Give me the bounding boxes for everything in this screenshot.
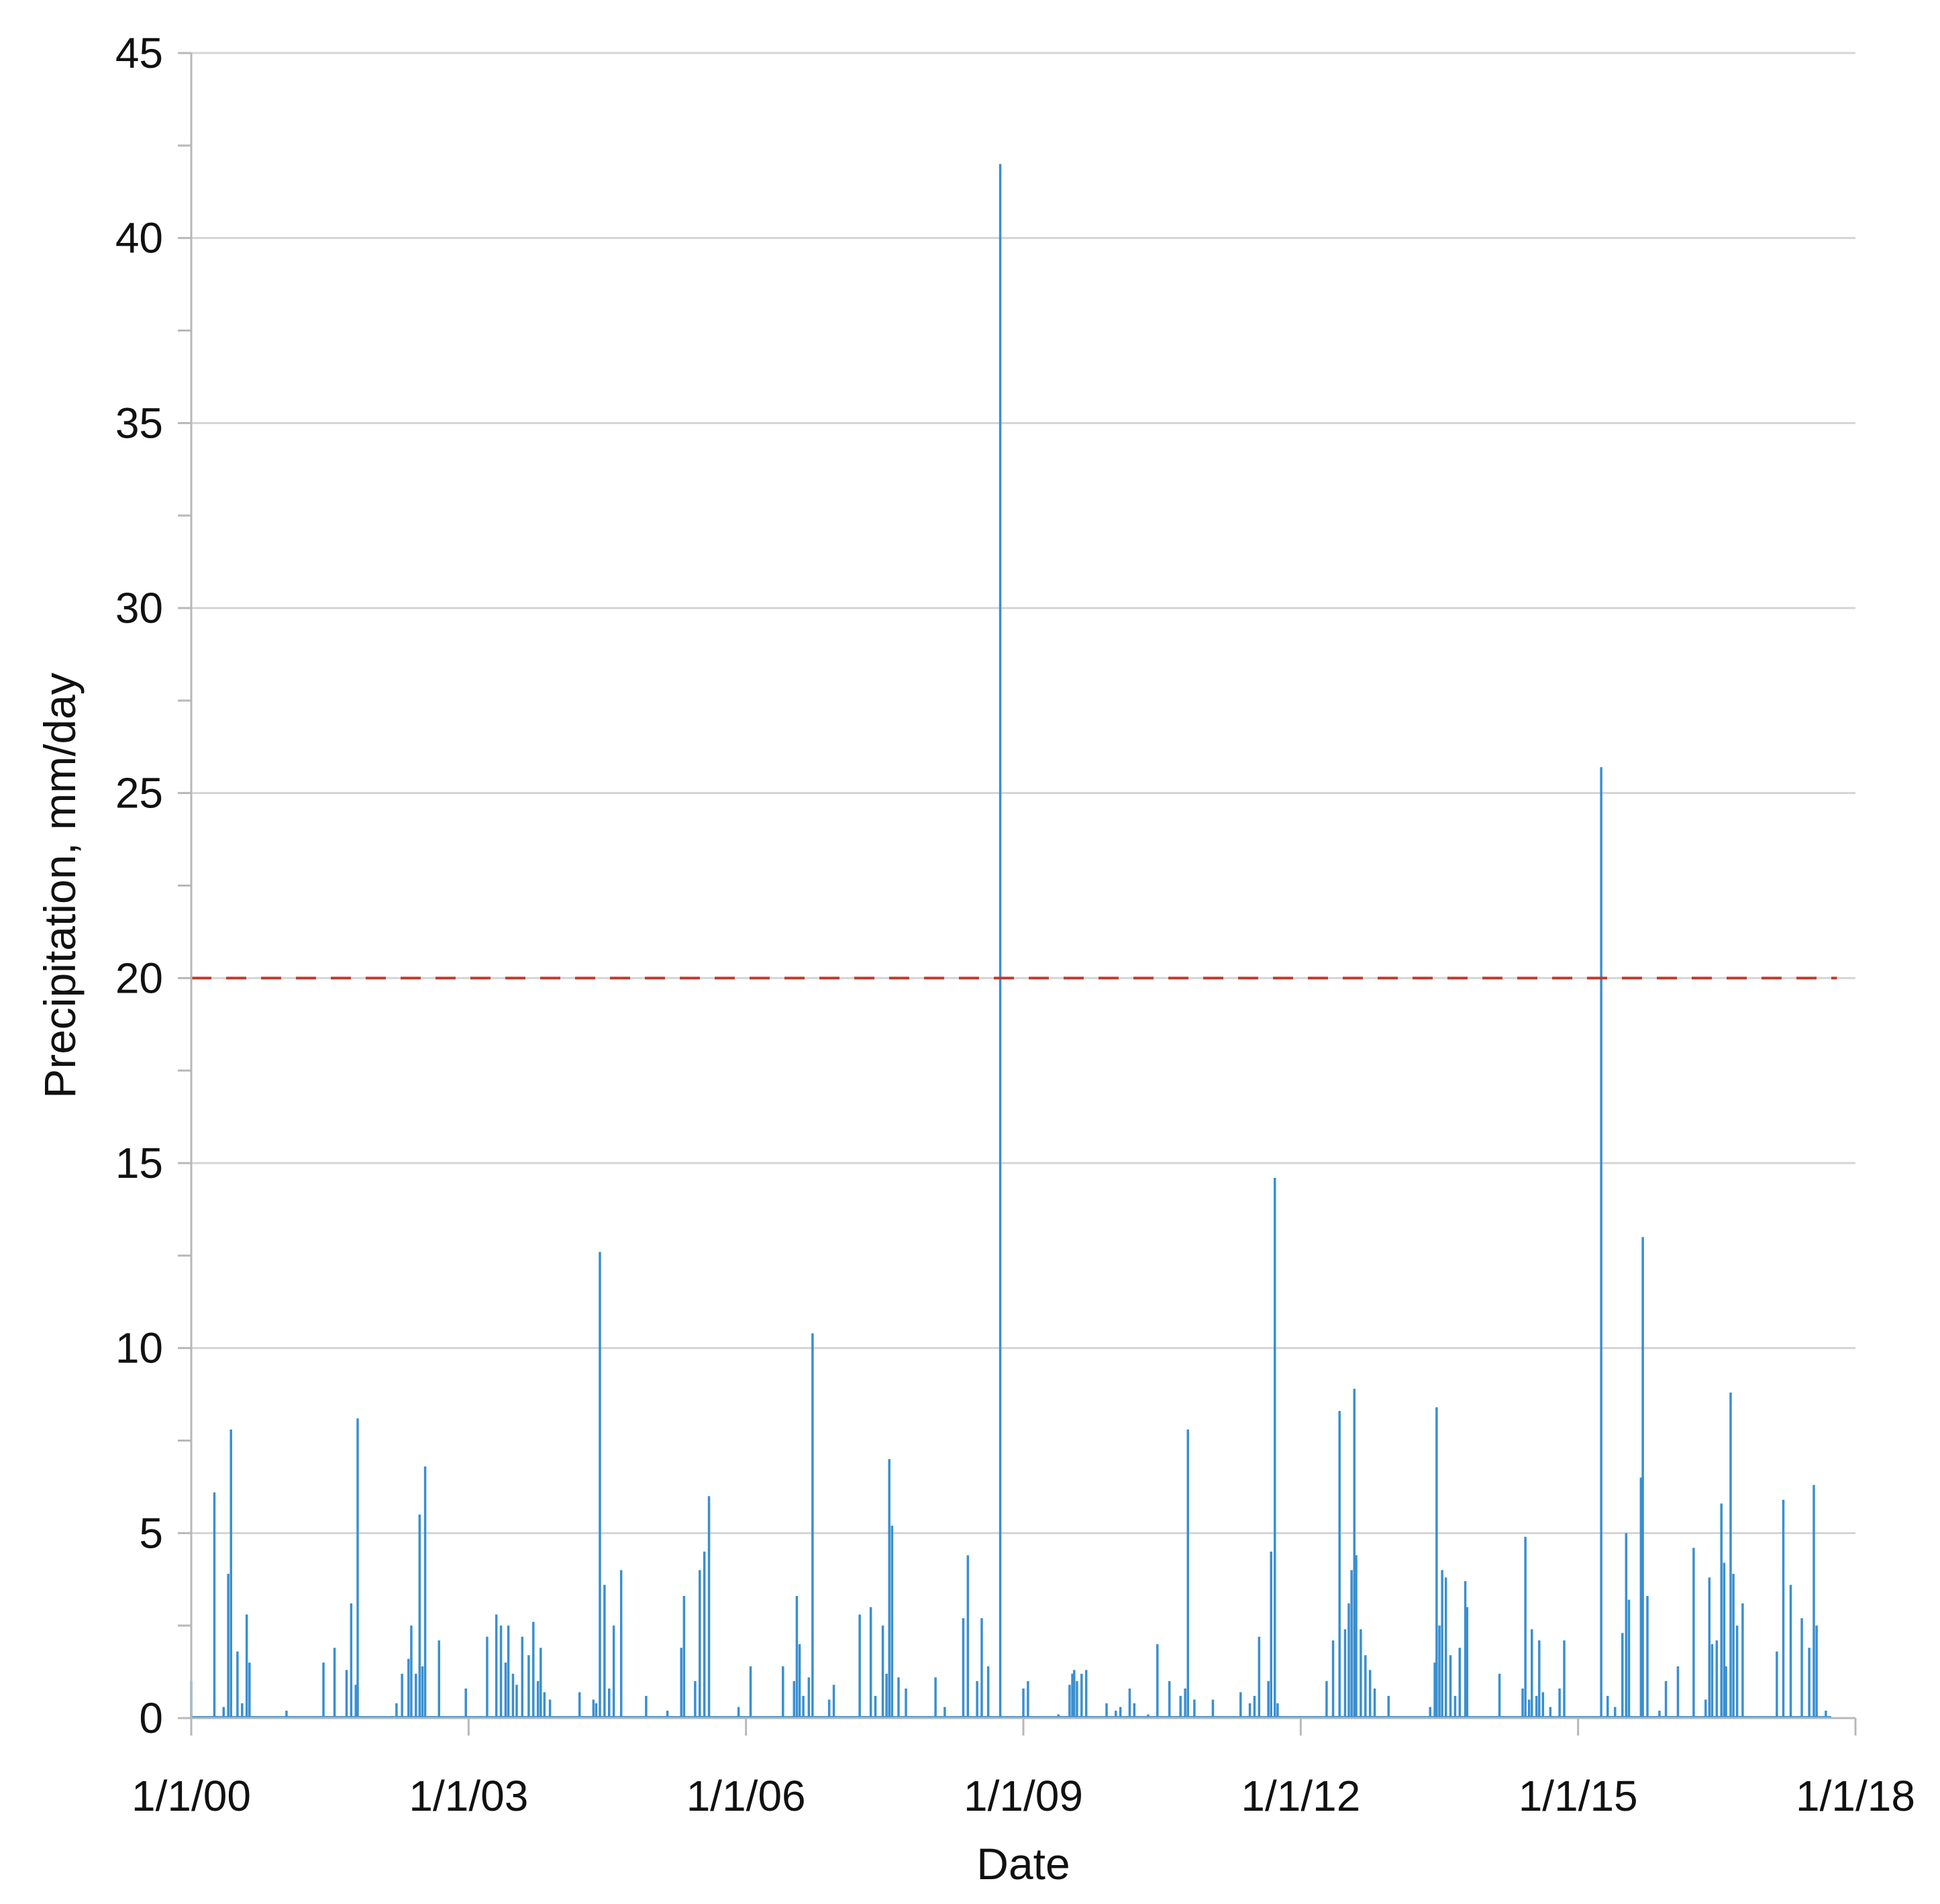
tick-labels: 0 5 10 15 20 25 30 35 40 45 1/1/00 1/1/03 1/1/06 1/1/… <box>115 29 1915 1820</box>
y-tick-label: 20 <box>115 954 163 1002</box>
axes <box>178 52 1857 1736</box>
x-tick-label: 1/1/18 <box>1796 1772 1915 1820</box>
y-tick-label: 45 <box>115 29 163 77</box>
y-axis-title: Precipitation, mm/day <box>35 672 85 1099</box>
x-axis-title: Date <box>976 1839 1070 1889</box>
precipitation-series <box>190 164 1831 1719</box>
x-tick-label: 1/1/03 <box>409 1772 528 1820</box>
y-tick-label: 5 <box>139 1509 163 1557</box>
y-tick-label: 40 <box>115 214 163 262</box>
x-tick-label: 1/1/15 <box>1519 1772 1638 1820</box>
x-tick-label: 1/1/12 <box>1241 1772 1360 1820</box>
y-tick-label: 35 <box>115 399 163 447</box>
y-tick-label: 0 <box>139 1694 163 1742</box>
y-tick-label: 25 <box>115 769 163 817</box>
x-tick-label: 1/1/09 <box>964 1772 1083 1820</box>
y-tick-label: 10 <box>115 1324 163 1372</box>
gridlines <box>191 52 1855 1534</box>
y-tick-label: 30 <box>115 584 163 632</box>
x-tick-label: 1/1/06 <box>686 1772 806 1820</box>
x-tick-label: 1/1/00 <box>132 1772 251 1820</box>
y-tick-label: 15 <box>115 1139 163 1187</box>
